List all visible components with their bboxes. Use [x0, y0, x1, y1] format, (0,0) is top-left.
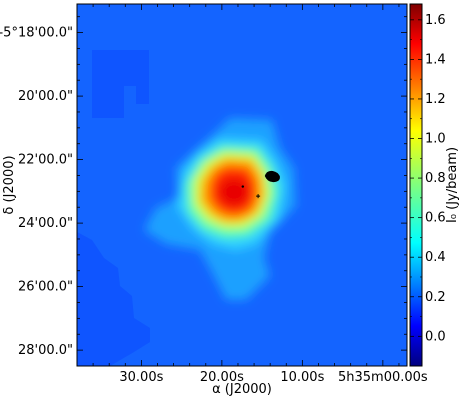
colorbar-tick-label: 1.2	[425, 92, 446, 107]
intensity-map	[77, 4, 407, 366]
y-tick-label: 26'00.0"	[18, 280, 73, 295]
masked-region-upper-left	[92, 50, 149, 118]
x-tick-labels: 30.00s 20.00s 10.00s 5h35m00.00s	[119, 370, 428, 385]
colorbar-tick-label: 1.0	[425, 132, 446, 147]
x-tick-label: 20.00s	[200, 370, 244, 385]
y-tick-labels: -5°18'00.0" 20'00.0" 22'00.0" 24'00.0" 26'00…	[0, 26, 73, 359]
colorbar-ticks: 0.0 0.2 0.4 0.6 0.8 1.0 1.2 1.4 1.6	[410, 13, 446, 344]
source-markers	[241, 170, 280, 199]
x-tick-label: 30.00s	[119, 370, 163, 385]
y-tick-label: 22'00.0"	[18, 153, 73, 168]
marker-blob	[264, 170, 280, 183]
y-tick-label: 28'00.0"	[18, 343, 73, 358]
colorbar-tick-label: 0.4	[425, 250, 446, 265]
colorbar-tick-label: 0.6	[425, 211, 446, 226]
x-axis-label: α (J2000)	[212, 382, 272, 397]
source-emission	[144, 118, 296, 300]
colorbar-tick-label: 0.2	[425, 290, 446, 305]
colorbar-tick-label: 1.6	[425, 13, 446, 28]
x-tick-label: 5h35m00.00s	[338, 370, 428, 385]
marker-dot	[241, 185, 245, 188]
plot-frame	[76, 3, 408, 367]
y-tick-label: -5°18'00.0"	[0, 26, 73, 41]
colorbar-tick-label: 1.4	[425, 52, 446, 67]
colorbar	[409, 3, 423, 367]
y-tick-label: 20'00.0"	[18, 89, 73, 104]
emission-core	[219, 178, 249, 206]
masked-region-lower-left	[77, 232, 150, 366]
colorbar-tick-label: 0.8	[425, 171, 446, 186]
colorbar-tick-label: 0.0	[425, 329, 446, 344]
colorbar-label: I₀ (Jy/beam)	[445, 147, 460, 223]
axis-ticks	[77, 4, 407, 367]
marker-star	[256, 194, 261, 199]
y-axis-label: δ (J2000)	[2, 155, 17, 214]
y-tick-label: 24'00.0"	[18, 216, 73, 231]
x-tick-label: 10.00s	[280, 370, 324, 385]
